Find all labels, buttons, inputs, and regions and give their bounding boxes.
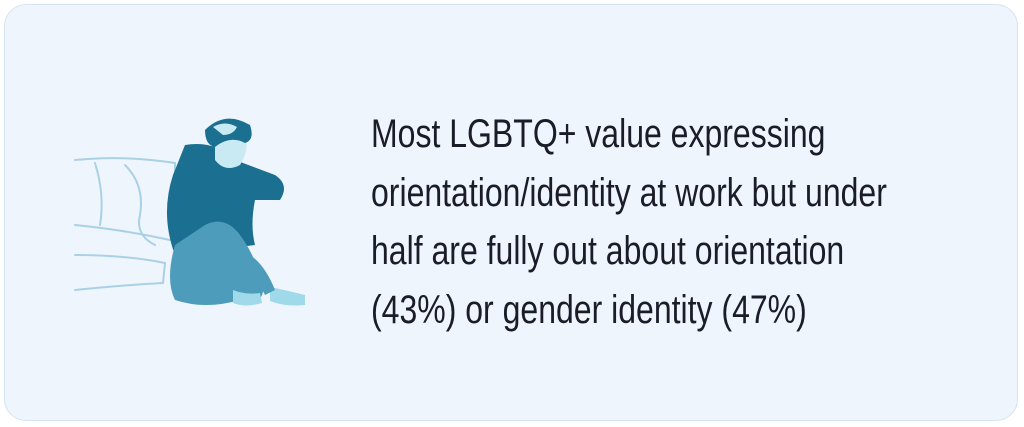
statement: Most LGBTQ+ value expressing orientation… [371, 105, 979, 339]
statement-line: orientation/identity at work but under [371, 170, 887, 215]
statement-line: half are fully out about orientation [371, 229, 845, 273]
statement-line: Most LGBTQ+ value expressing [371, 112, 826, 156]
card: Most LGBTQ+ value expressing orientation… [4, 4, 1018, 421]
statement-line: (43%) or gender identity (47%) [371, 287, 807, 332]
illustration [74, 118, 305, 306]
